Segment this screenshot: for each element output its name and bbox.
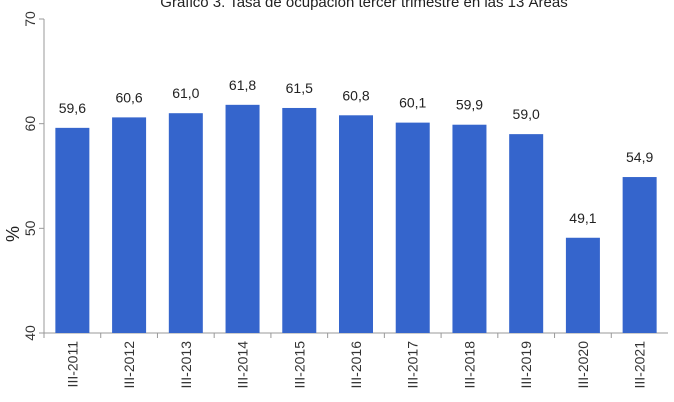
bar-III-2016 bbox=[339, 115, 373, 333]
x-tick-label-III-2019: III-2019 bbox=[518, 341, 534, 389]
bar-III-2011 bbox=[55, 127, 90, 333]
data-label-III-2021: 54,9 bbox=[626, 149, 653, 165]
x-tick-label-III-2020: III-2020 bbox=[575, 341, 591, 389]
data-labels: 59,6 60,6 61,0 61,8 61,5 60,8 60,1 59,9 59,0 49,1… bbox=[59, 77, 654, 226]
x-tick-label-III-2021: III-2021 bbox=[632, 341, 648, 389]
x-tick-label-III-2016: III-2016 bbox=[348, 341, 364, 389]
x-tick-label-III-2011: III-2011 bbox=[64, 341, 80, 388]
y-tick-label: 40 bbox=[22, 325, 38, 341]
data-label-III-2014: 61,8 bbox=[229, 77, 256, 93]
bar-III-2012 bbox=[112, 117, 147, 334]
x-tick-label-III-2012: III-2012 bbox=[121, 341, 137, 389]
data-label-III-2012: 60,6 bbox=[115, 89, 142, 105]
bar-III-2018 bbox=[452, 124, 487, 333]
x-tick-label-III-2018: III-2018 bbox=[461, 341, 477, 389]
x-tick-label-III-2014: III-2014 bbox=[235, 341, 251, 389]
bar-III-2020 bbox=[565, 237, 600, 333]
data-label-III-2020: 49,1 bbox=[569, 210, 596, 226]
y-tick-label: 70 bbox=[22, 11, 38, 27]
bar-III-2015 bbox=[282, 107, 317, 333]
y-axis-label: % bbox=[3, 226, 23, 242]
chart-title: Gráfico 3. Tasa de ocupación tercer trim… bbox=[160, 0, 567, 11]
data-label-III-2011: 59,6 bbox=[59, 100, 86, 116]
data-label-III-2018: 59,9 bbox=[456, 97, 483, 113]
bar-III-2017 bbox=[395, 122, 430, 334]
bar-III-2021 bbox=[622, 177, 657, 333]
y-axis-ticks: 40 50 60 70 bbox=[22, 11, 44, 341]
y-tick-label: 50 bbox=[22, 220, 38, 236]
x-tick-label-III-2015: III-2015 bbox=[291, 341, 307, 389]
x-tick-label-III-2017: III-2017 bbox=[405, 341, 421, 389]
y-tick-label: 60 bbox=[22, 116, 38, 132]
data-label-III-2015: 61,5 bbox=[286, 80, 313, 96]
bars bbox=[55, 104, 657, 334]
x-axis-ticks: III-2011 III-2012 III-2013 III-2014 III-2015… bbox=[43, 333, 648, 389]
data-label-III-2017: 60,1 bbox=[399, 95, 426, 111]
bar-III-2014 bbox=[225, 104, 260, 334]
bar-III-2013 bbox=[168, 113, 203, 333]
x-tick-label-III-2013: III-2013 bbox=[178, 341, 194, 389]
data-label-III-2016: 60,8 bbox=[342, 87, 369, 103]
bar-III-2019 bbox=[509, 134, 544, 333]
data-label-III-2013: 61,0 bbox=[172, 85, 199, 101]
data-label-III-2019: 59,0 bbox=[513, 106, 540, 122]
